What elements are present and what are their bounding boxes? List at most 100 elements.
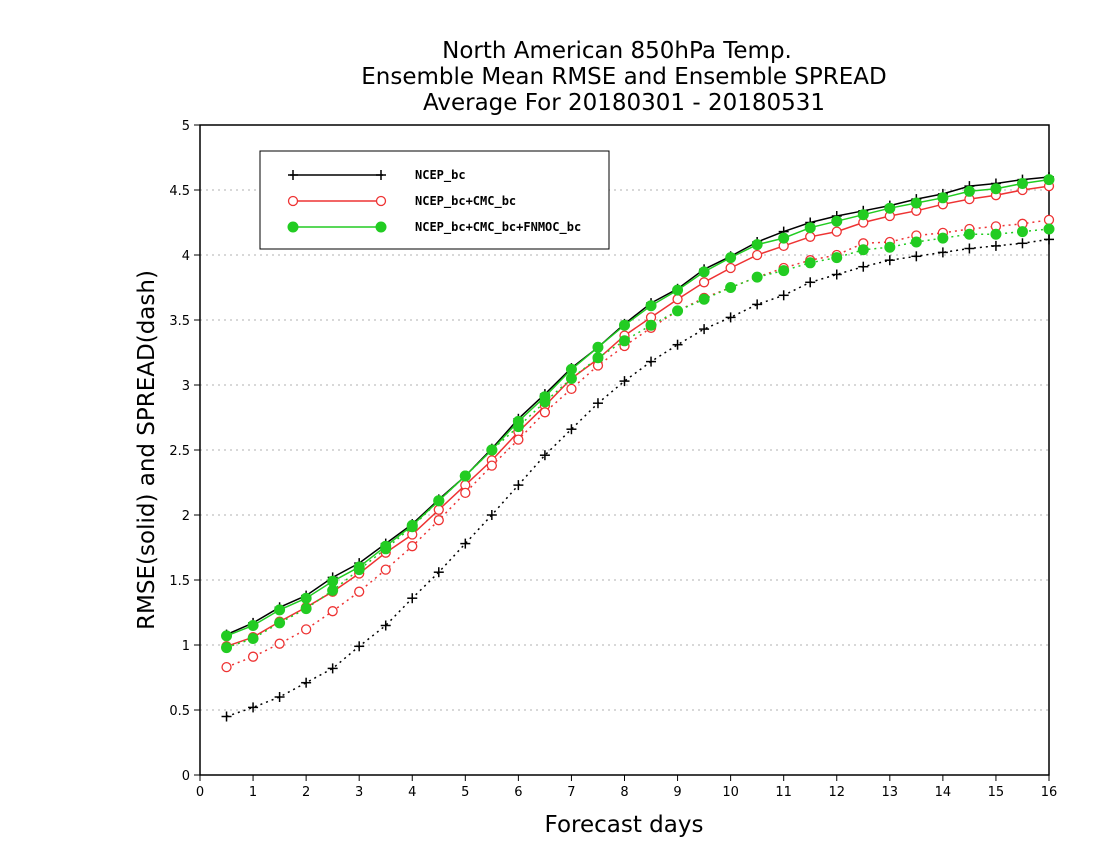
spread-point [725,282,737,293]
spread-point [751,271,763,283]
spread-point [752,299,763,310]
rmse-point [274,604,286,616]
spread-point [937,232,949,244]
rmse-point [752,249,763,261]
spread-point [274,692,285,702]
rmse-point [963,185,975,197]
spread-point [300,624,312,635]
rmse-point [1043,174,1055,186]
chart-title-line-1: North American 850hPa Temp. [442,38,792,64]
legend-marker [375,221,387,233]
spread-point [858,261,869,272]
spread-point [619,376,630,387]
y-tick-label: 4.5 [169,184,190,199]
spread-point [433,495,445,507]
y-tick-label: 1.5 [169,574,190,589]
chart-title-line-3: Average For 20180301 - 20180531 [423,90,825,116]
spread-point [990,240,1001,251]
rmse-point [698,277,710,288]
spread-point [910,236,922,248]
spread-point [619,335,630,347]
spread-point [963,228,975,240]
rmse-point [300,592,312,604]
chart-title-line-2: Ensemble Mean RMSE and Ensemble SPREAD [361,64,886,90]
y-tick-label: 0 [182,769,190,784]
y-axis-label: RMSE(solid) and SPREAD(dash) [134,270,160,630]
rmse-point [1016,178,1028,189]
chart-title: North American 850hPa Temp. Ensemble Mea… [361,38,886,116]
spread-point [406,521,418,533]
x-tick-label: 4 [408,785,416,800]
spread-point [725,312,736,323]
legend-marker [287,195,299,207]
rmse-point [645,300,657,312]
spread-point [699,324,710,335]
rmse-point [805,231,816,242]
legend-marker [287,221,299,233]
spread-point [221,661,232,673]
rmse-point [592,341,604,353]
series-1 [221,172,1054,722]
spread-point [592,398,603,409]
spread-point [565,373,577,384]
spread-point [592,352,604,364]
legend-label: NCEP_bc [415,168,466,183]
spread-point [486,460,497,471]
x-tick-label: 1 [249,785,257,800]
spread-point [460,487,471,499]
spread-point [698,293,710,305]
spread-point [1044,234,1054,245]
series-layer [221,172,1055,722]
rmse-point [433,504,444,515]
plot-frame [199,124,1050,776]
spread-point [221,642,233,654]
legend-item: NCEP_bc+CMC_bc [287,194,516,209]
spread-point [247,651,259,662]
rmse-line [226,185,1050,648]
series-3 [221,174,1055,654]
spread-point [380,620,391,631]
spread-point [486,444,498,456]
spread-point [831,269,842,280]
x-tick-label: 7 [567,785,575,800]
rmse-point [725,252,737,264]
series-2 [221,180,1055,673]
spread-point [964,243,975,254]
spread-point [248,702,259,713]
spread-point [539,396,551,408]
spread-point [539,407,551,418]
spread-point [327,663,338,674]
spread-point [460,538,471,549]
spread-point [354,641,365,652]
spread-point [512,421,524,433]
rmse-point [831,226,842,237]
legend-marker [376,170,386,180]
spread-point [937,247,948,258]
x-tick-label: 2 [302,785,310,800]
spread-point [407,541,418,552]
spread-point [433,567,444,578]
spread-point [857,244,869,256]
rmse-point [937,192,949,204]
spread-point [1016,226,1028,238]
rmse-point [990,183,1002,195]
spread-point [778,290,789,301]
legend: NCEP_bc NCEP_bc+CMC_bc NCEP_bc+CMC_bc+FNMO… [259,150,610,250]
legend-label: NCEP_bc+CMC_bc+FNMOC_bc [415,220,581,235]
x-tick-label: 10 [722,785,739,800]
spread-point [274,638,285,649]
rmse-point [247,620,259,631]
y-tick-label: 1 [182,639,190,654]
spread-point [327,584,339,596]
spread-point [380,564,391,575]
y-tick-label: 2.5 [169,444,190,459]
legend-items: NCEP_bc NCEP_bc+CMC_bc NCEP_bc+CMC_bc+FNMO… [287,168,581,235]
spread-point [804,257,816,269]
legend-box [259,150,610,250]
x-tick-label: 13 [882,785,899,800]
spread-point [911,251,922,262]
spread-point [380,543,392,555]
x-tick-label: 11 [775,785,792,800]
x-tick-label: 16 [1041,785,1058,800]
spread-point [646,356,657,367]
